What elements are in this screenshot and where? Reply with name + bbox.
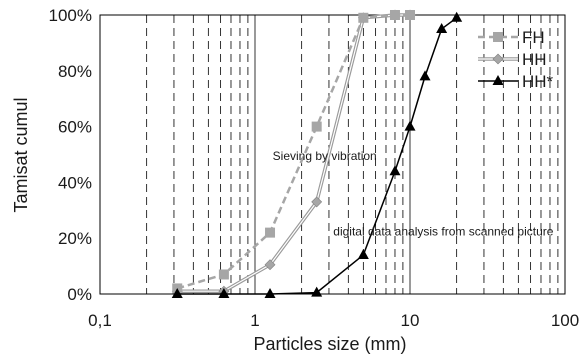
legend-item-fh: FH xyxy=(478,28,545,47)
x-axis-title: Particles size (mm) xyxy=(253,334,406,354)
x-tick-label: 0,1 xyxy=(88,311,112,330)
y-tick-label: 80% xyxy=(58,62,92,81)
y-tick-label: 40% xyxy=(58,173,92,192)
y-tick-label: 0% xyxy=(67,285,92,304)
data-point xyxy=(451,11,463,22)
legend-label: HH* xyxy=(522,72,554,91)
data-point xyxy=(265,227,276,238)
annotations: Sieving by vibration digital data analysi… xyxy=(273,149,554,238)
data-point xyxy=(404,120,416,131)
data-point xyxy=(171,288,183,298)
data-point xyxy=(389,165,401,176)
y-tick-label: 100% xyxy=(49,6,92,25)
series-layer xyxy=(171,9,463,298)
y-axis-title: Tamisat cumul xyxy=(11,97,31,212)
legend-swatch-marker xyxy=(492,53,504,65)
data-point xyxy=(218,288,230,298)
series-hh xyxy=(171,11,463,298)
data-point xyxy=(264,288,276,298)
data-point xyxy=(311,121,322,132)
legend-swatch-marker xyxy=(492,75,504,85)
legend-item-hh: HH xyxy=(478,50,547,69)
y-tick-labels: 0% 20% 40% 60% 80% 100% xyxy=(49,6,92,304)
plot-frame xyxy=(99,14,566,295)
legend-label: HH xyxy=(522,50,547,69)
annotation-label: digital data analysis from scanned pictu… xyxy=(333,224,553,238)
legend: FH HH HH* xyxy=(478,28,554,91)
data-point xyxy=(389,10,400,20)
y-tick-label: 20% xyxy=(58,229,92,248)
data-point xyxy=(218,269,229,280)
x-tick-labels: 0,1 1 10 100 xyxy=(88,311,579,330)
data-point xyxy=(358,12,369,23)
annotation-label: Sieving by vibration xyxy=(273,149,377,163)
data-point xyxy=(405,10,415,20)
data-point xyxy=(419,70,431,81)
data-point xyxy=(311,286,323,297)
data-point xyxy=(357,248,369,259)
data-point xyxy=(264,259,276,271)
x-tick-label: 10 xyxy=(401,311,420,330)
legend-item-hh: HH* xyxy=(478,72,554,91)
x-tick-label: 1 xyxy=(250,311,259,330)
data-point xyxy=(436,22,448,33)
y-tick-label: 60% xyxy=(58,118,92,137)
series-line-hh xyxy=(177,17,458,295)
legend-swatch-marker xyxy=(493,32,503,42)
grid-lines xyxy=(146,15,559,294)
data-point xyxy=(311,196,323,208)
x-tick-label: 100 xyxy=(551,311,579,330)
legend-label: FH xyxy=(522,28,545,47)
